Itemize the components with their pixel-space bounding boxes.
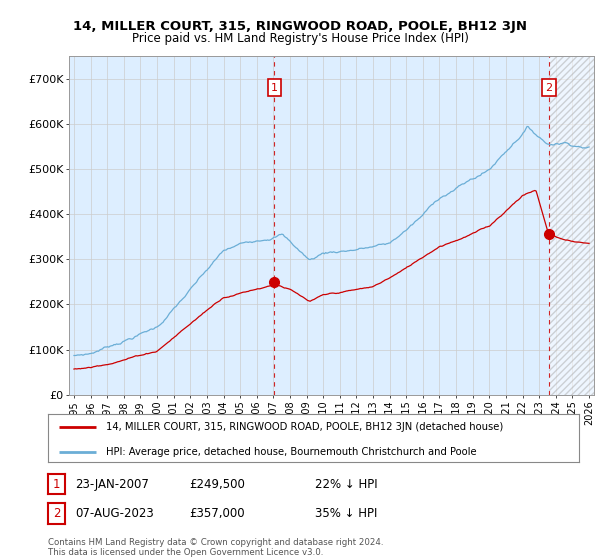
Text: Contains HM Land Registry data © Crown copyright and database right 2024.
This d: Contains HM Land Registry data © Crown c…	[48, 538, 383, 557]
Text: 22% ↓ HPI: 22% ↓ HPI	[315, 478, 377, 491]
Text: £357,000: £357,000	[189, 507, 245, 520]
Text: £249,500: £249,500	[189, 478, 245, 491]
Text: 07-AUG-2023: 07-AUG-2023	[75, 507, 154, 520]
Text: Price paid vs. HM Land Registry's House Price Index (HPI): Price paid vs. HM Land Registry's House …	[131, 32, 469, 45]
Text: HPI: Average price, detached house, Bournemouth Christchurch and Poole: HPI: Average price, detached house, Bour…	[106, 446, 477, 456]
Text: 35% ↓ HPI: 35% ↓ HPI	[315, 507, 377, 520]
Text: 1: 1	[271, 83, 278, 92]
Text: 14, MILLER COURT, 315, RINGWOOD ROAD, POOLE, BH12 3JN (detached house): 14, MILLER COURT, 315, RINGWOOD ROAD, PO…	[106, 422, 503, 432]
Text: 2: 2	[53, 507, 60, 520]
Text: 23-JAN-2007: 23-JAN-2007	[75, 478, 149, 491]
Text: 14, MILLER COURT, 315, RINGWOOD ROAD, POOLE, BH12 3JN: 14, MILLER COURT, 315, RINGWOOD ROAD, PO…	[73, 20, 527, 32]
Text: 1: 1	[53, 478, 60, 491]
Text: 2: 2	[545, 83, 553, 92]
